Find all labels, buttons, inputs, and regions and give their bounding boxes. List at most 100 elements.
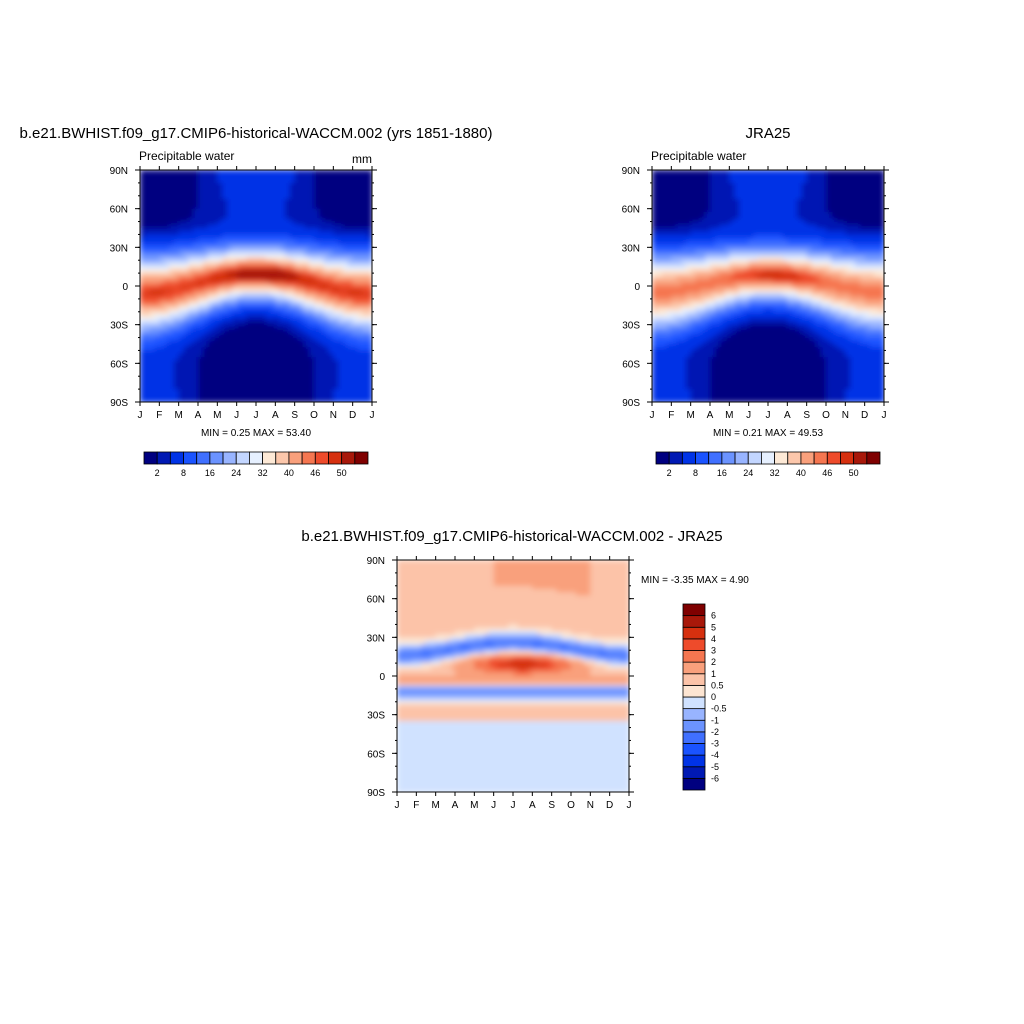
obs-title: JRA25	[745, 125, 790, 142]
y-tick-label: 30S	[110, 321, 128, 332]
colorbar-label: 8	[181, 468, 186, 478]
x-tick-label: M	[686, 410, 694, 421]
colorbar-label: -2	[711, 727, 719, 737]
y-tick-label: 90S	[622, 398, 640, 409]
x-tick-label: O	[567, 800, 575, 811]
model-minmax: MIN = 0.25 MAX = 53.40	[201, 428, 311, 439]
x-tick-label: N	[587, 800, 594, 811]
x-tick-label: M	[213, 410, 221, 421]
colorbar-swatch	[682, 650, 706, 663]
colorbar-label: 24	[231, 468, 241, 478]
x-tick-label: D	[861, 410, 868, 421]
colorbar-label: 32	[770, 468, 780, 478]
colorbar-label: 40	[796, 468, 806, 478]
x-tick-label: A	[452, 800, 459, 811]
colorbar-label: 40	[284, 468, 294, 478]
x-tick-label: J	[138, 410, 143, 421]
x-tick-label: J	[234, 410, 239, 421]
x-tick-label: A	[784, 410, 791, 421]
y-tick-label: 30S	[367, 711, 385, 722]
colorbar-swatch	[787, 451, 802, 465]
colorbar-label: 24	[743, 468, 753, 478]
colorbar-swatch	[826, 451, 841, 465]
x-tick-label: J	[395, 800, 400, 811]
x-tick-label: S	[803, 410, 810, 421]
x-tick-label: S	[291, 410, 298, 421]
x-tick-label: M	[431, 800, 439, 811]
model-colorbar: 2 8 16 24 32 40 46 50	[143, 451, 369, 478]
x-tick-label: F	[413, 800, 419, 811]
colorbar-label: -3	[711, 739, 719, 749]
obs-minmax: MIN = 0.21 MAX = 49.53	[713, 428, 823, 439]
colorbar-swatch	[301, 451, 316, 465]
colorbar-swatch	[682, 777, 706, 791]
colorbar-swatch	[721, 451, 736, 465]
colorbar-label: 1	[711, 669, 716, 679]
y-tick-label: 30N	[110, 243, 128, 254]
obs-panel: JRA25 Precipitable water J F M A M J J A S O N D J90…	[622, 125, 889, 478]
x-tick-label: M	[174, 410, 182, 421]
colorbar-label: 0	[711, 692, 716, 702]
colorbar-swatch	[275, 451, 290, 465]
model-heatmap	[140, 170, 372, 402]
colorbar-swatch	[774, 451, 789, 465]
y-tick-label: 60N	[110, 205, 128, 216]
colorbar-swatch	[328, 451, 343, 465]
colorbar-swatch	[682, 638, 706, 651]
colorbar-swatch	[183, 451, 198, 465]
colorbar-label: 16	[717, 468, 727, 478]
x-tick-label: D	[349, 410, 356, 421]
colorbar-swatch	[866, 451, 881, 465]
model-title: b.e21.BWHIST.f09_g17.CMIP6-historical-WA…	[20, 125, 493, 142]
colorbar-swatch	[682, 708, 706, 721]
colorbar-swatch	[222, 451, 237, 465]
x-tick-label: S	[548, 800, 555, 811]
colorbar-label: 8	[693, 468, 698, 478]
colorbar-swatch	[682, 626, 706, 640]
colorbar-swatch	[800, 451, 815, 465]
colorbar-label: 2	[711, 657, 716, 667]
colorbar-label: 50	[849, 468, 859, 478]
obs-colorbar: 2 8 16 24 32 40 46 50	[655, 451, 881, 478]
colorbar-label: -1	[711, 715, 719, 725]
x-tick-label: J	[766, 410, 771, 421]
x-tick-label: N	[330, 410, 337, 421]
colorbar-swatch	[682, 731, 706, 744]
colorbar-swatch	[734, 451, 749, 465]
colorbar-swatch	[682, 696, 706, 710]
y-tick-label: 60S	[110, 359, 128, 370]
x-tick-label: F	[668, 410, 674, 421]
x-tick-label: A	[272, 410, 279, 421]
obs-variable-label: Precipitable water	[651, 149, 746, 163]
colorbar-label: 2	[667, 468, 672, 478]
obs-heatmap	[652, 170, 884, 402]
x-tick-label: J	[254, 410, 259, 421]
colorbar-label: 0.5	[711, 680, 724, 690]
colorbar-swatch	[747, 451, 762, 465]
colorbar-swatch	[668, 451, 683, 465]
colorbar-label: 4	[711, 634, 716, 644]
diff-title: b.e21.BWHIST.f09_g17.CMIP6-historical-WA…	[301, 528, 722, 545]
diff-panel: b.e21.BWHIST.f09_g17.CMIP6-historical-WA…	[301, 528, 749, 811]
colorbar-swatch	[682, 719, 706, 733]
colorbar-swatch	[314, 451, 329, 465]
colorbar-swatch	[288, 451, 303, 465]
x-tick-label: J	[650, 410, 655, 421]
colorbar-swatch	[840, 451, 855, 465]
colorbar-swatch	[209, 451, 224, 465]
colorbar-swatch	[761, 451, 775, 465]
y-tick-label: 30S	[622, 321, 640, 332]
colorbar-label: -0.5	[711, 704, 727, 714]
y-tick-label: 90N	[622, 166, 640, 177]
colorbar-swatch	[682, 661, 706, 675]
x-tick-label: F	[156, 410, 162, 421]
colorbar-swatch	[354, 451, 369, 465]
colorbar-label: 3	[711, 646, 716, 656]
y-tick-label: 60S	[367, 749, 385, 760]
x-tick-label: M	[470, 800, 478, 811]
y-tick-label: 60N	[622, 205, 640, 216]
colorbar-label: 46	[310, 468, 320, 478]
